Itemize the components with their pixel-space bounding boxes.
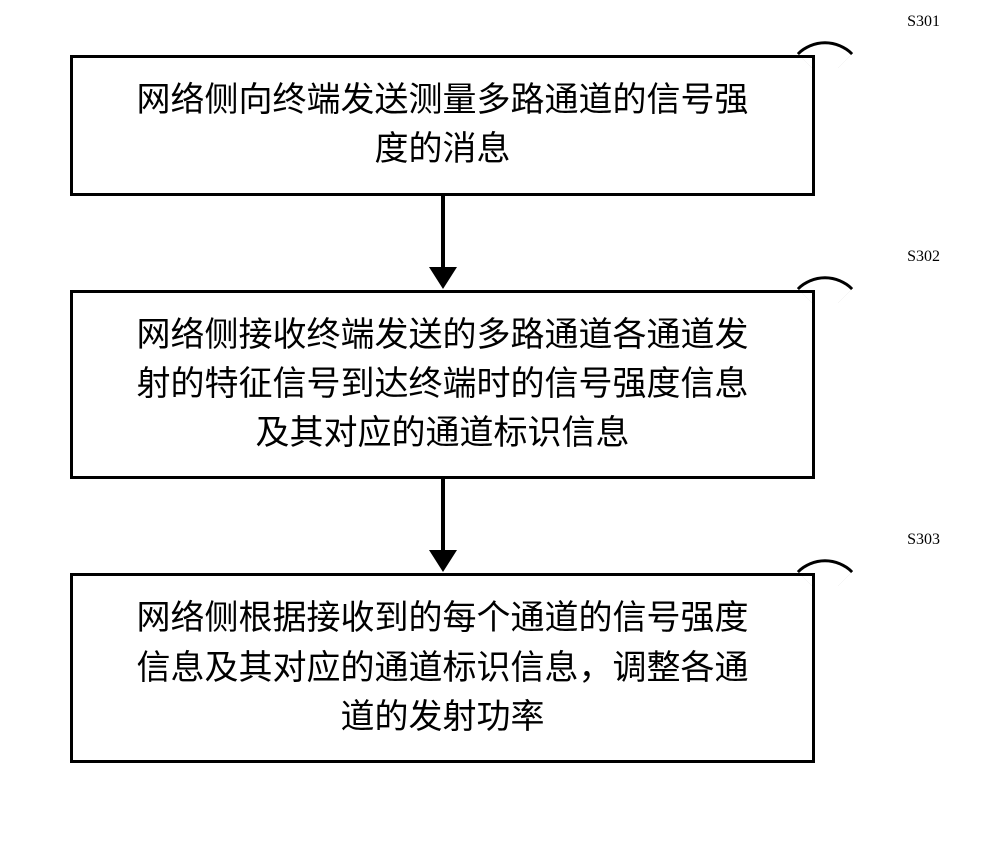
flow-node-3: 网络侧根据接收到的每个通道的信号强度 信息及其对应的通道标识信息，调整各通 道的…	[70, 573, 815, 763]
node-text: 度的消息	[101, 125, 784, 174]
step-label-1: S301	[907, 13, 940, 31]
arrow-head-icon	[429, 267, 457, 289]
flow-step-1: S301 网络侧向终端发送测量多路通道的信号强 度的消息	[70, 55, 930, 196]
node-text: 及其对应的通道标识信息	[101, 409, 784, 458]
step-label-3: S303	[907, 531, 940, 549]
flow-node-1: 网络侧向终端发送测量多路通道的信号强 度的消息	[70, 55, 815, 196]
flow-step-2: S302 网络侧接收终端发送的多路通道各通道发 射的特征信号到达终端时的信号强度…	[70, 290, 930, 480]
node-text: 网络侧向终端发送测量多路通道的信号强	[101, 76, 784, 125]
flow-node-2: 网络侧接收终端发送的多路通道各通道发 射的特征信号到达终端时的信号强度信息 及其…	[70, 290, 815, 480]
flow-arrow-2	[70, 479, 815, 573]
flow-step-3: S303 网络侧根据接收到的每个通道的信号强度 信息及其对应的通道标识信息，调整…	[70, 573, 930, 763]
node-text: 射的特征信号到达终端时的信号强度信息	[101, 360, 784, 409]
arrow-shaft	[441, 196, 445, 268]
node-text: 信息及其对应的通道标识信息，调整各通	[101, 644, 784, 693]
arrow-head-icon	[429, 550, 457, 572]
flowchart-container: S301 网络侧向终端发送测量多路通道的信号强 度的消息 S302 网络侧接收终…	[70, 55, 930, 763]
flow-arrow-1	[70, 196, 815, 290]
node-text: 道的发射功率	[101, 693, 784, 742]
node-text: 网络侧接收终端发送的多路通道各通道发	[101, 311, 784, 360]
arrow-shaft	[441, 479, 445, 551]
node-text: 网络侧根据接收到的每个通道的信号强度	[101, 594, 784, 643]
step-label-2: S302	[907, 248, 940, 266]
